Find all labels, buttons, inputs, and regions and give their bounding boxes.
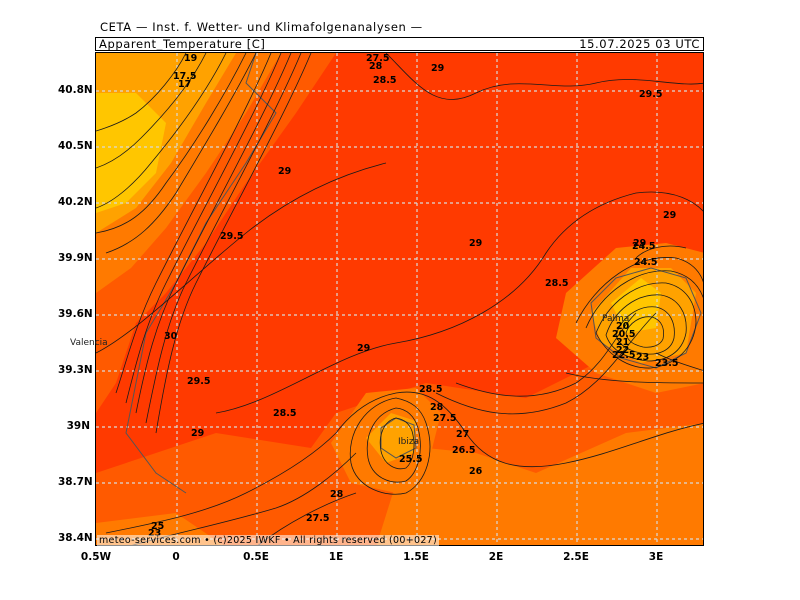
contour-label: 29 xyxy=(431,63,444,74)
fill-west-coolest xyxy=(96,93,166,213)
contour-label: 23 xyxy=(148,528,161,539)
contour-label: 29.5 xyxy=(220,231,243,242)
contour-label: 27 xyxy=(456,429,469,440)
contour-label: 20.5 xyxy=(612,329,635,340)
contour-label: 28 xyxy=(369,61,383,72)
title-bar: Apparent_Temperature [C] 15.07.2025 03 U… xyxy=(95,37,704,51)
contour-label: 17.5 xyxy=(173,71,196,82)
map-svg: Palma Ibiza 19 17.5 17 27.5 28 28.5 29 2… xyxy=(96,53,703,545)
lon-label: 2E xyxy=(488,551,504,563)
lon-label: 1.5E xyxy=(403,551,429,563)
lat-label: 39.3N xyxy=(58,364,93,376)
lon-label: 2.5E xyxy=(563,551,589,563)
lat-label: 39.9N xyxy=(58,252,93,264)
contour-label: 29 xyxy=(191,428,204,439)
variable-label: Apparent_Temperature [C] xyxy=(99,37,266,51)
fill-south-mid xyxy=(376,423,703,545)
contour-label: 28 xyxy=(330,489,344,500)
contour-label: 28.5 xyxy=(373,75,396,86)
contour-label: 28 xyxy=(430,402,444,413)
grid-lines xyxy=(96,53,703,545)
contour-label: 29 xyxy=(663,210,676,221)
contour-label: 22 xyxy=(616,345,629,356)
city-valencia: Valencia xyxy=(70,338,108,348)
contour-label: 29 xyxy=(633,238,646,249)
contour-label: 26 xyxy=(469,466,483,477)
contour-label: 30 xyxy=(164,331,178,342)
institute-header: CETA — Inst. f. Wetter- und Klimafolgena… xyxy=(100,20,423,34)
contour-label: 27.5 xyxy=(306,513,329,524)
contour-lines xyxy=(96,53,703,545)
lon-label: 0.5W xyxy=(80,551,112,563)
contour-label: 26.5 xyxy=(452,445,475,456)
lat-label: 40.5N xyxy=(58,140,93,152)
fill-ibiza-cool xyxy=(366,413,416,463)
contour-label: 22.5 xyxy=(612,350,635,361)
contour-label: 25 xyxy=(151,521,164,532)
contour-label: 25.5 xyxy=(399,454,422,465)
contour-label: 17 xyxy=(178,79,191,90)
contour-label: 29 xyxy=(357,343,370,354)
contour-label: 27.5 xyxy=(433,413,456,424)
credit-line: meteo-services.com • (c)2025 IWKF • All … xyxy=(97,535,440,546)
contour-label: 28.5 xyxy=(273,408,296,419)
lat-label: 39N xyxy=(66,420,90,432)
contour-label: 29 xyxy=(469,238,482,249)
contour-label: 19 xyxy=(184,53,197,64)
lat-label: 38.4N xyxy=(58,532,93,544)
contour-label: 29.5 xyxy=(639,89,662,100)
city-palma: Palma xyxy=(602,314,629,324)
contour-label: 24.5 xyxy=(632,241,655,252)
contour-label: 28.5 xyxy=(419,384,442,395)
lat-label: 40.8N xyxy=(58,84,93,96)
contour-label: 24.5 xyxy=(634,257,657,268)
lat-label: 40.2N xyxy=(58,196,93,208)
lon-label: 3E xyxy=(648,551,664,563)
contour-label: 29.5 xyxy=(187,376,210,387)
contour-label: 29 xyxy=(278,166,291,177)
contour-label: 27.5 xyxy=(366,53,389,64)
lon-label: 0 xyxy=(172,551,180,563)
lon-label: 1E xyxy=(328,551,344,563)
city-ibiza: Ibiza xyxy=(398,437,419,447)
lat-label: 39.6N xyxy=(58,308,93,320)
valid-time: 15.07.2025 03 UTC xyxy=(579,37,700,51)
lon-label: 0.5E xyxy=(243,551,269,563)
lat-label: 38.7N xyxy=(58,476,93,488)
map-panel[interactable]: Palma Ibiza 19 17.5 17 27.5 28 28.5 29 2… xyxy=(95,52,704,546)
contour-label: 21 xyxy=(616,337,629,348)
contour-label: 28.5 xyxy=(545,278,568,289)
contour-label: 20 xyxy=(616,321,630,332)
contour-label: 23 xyxy=(636,352,649,363)
contour-label: 23.5 xyxy=(655,358,678,369)
fill-mallorca-coolest xyxy=(611,278,661,333)
